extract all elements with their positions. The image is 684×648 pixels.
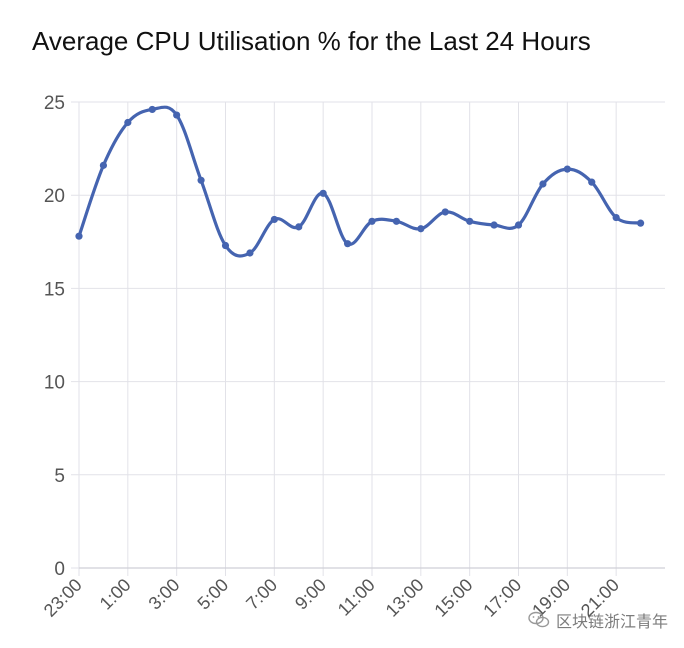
wechat-icon <box>528 611 550 628</box>
data-point <box>392 217 401 225</box>
y-tick-label: 15 <box>44 279 65 300</box>
data-point <box>270 215 278 224</box>
data-point <box>173 111 181 119</box>
data-point <box>612 213 620 222</box>
x-tick-label: 23:00 <box>40 575 86 621</box>
x-tick-label: 9:00 <box>291 575 330 614</box>
data-point <box>441 208 449 216</box>
data-point <box>636 219 645 227</box>
data-point <box>295 223 303 231</box>
x-tick-label: 15:00 <box>431 575 477 621</box>
data-point <box>368 217 376 225</box>
x-tick-label: 11:00 <box>334 575 379 620</box>
chart-title: Average CPU Utilisation % for the Last 2… <box>32 26 591 56</box>
series-layer <box>75 105 645 258</box>
series-line <box>77 105 643 258</box>
x-tick-label: 7:00 <box>242 575 281 614</box>
x-tick-label: 17:00 <box>479 575 525 621</box>
x-tick-label: 13:00 <box>382 575 428 621</box>
x-tick-label: 1:00 <box>96 575 135 614</box>
y-tick-label: 5 <box>54 466 65 487</box>
data-point <box>319 189 327 197</box>
x-tick-label: 5:00 <box>193 575 232 614</box>
data-point <box>75 232 83 240</box>
data-point <box>490 221 498 229</box>
data-point <box>221 241 230 250</box>
watermark: 区块链浙江青年 <box>528 608 668 632</box>
data-point <box>514 221 523 229</box>
data-point <box>124 118 132 127</box>
x-tick-label: 3:00 <box>145 575 184 614</box>
y-tick-label: 25 <box>44 93 65 114</box>
y-tick-label: 10 <box>44 373 65 394</box>
data-point <box>99 161 108 169</box>
data-point <box>466 217 474 225</box>
data-point <box>539 180 547 188</box>
y-tick-label: 0 <box>54 559 65 580</box>
data-point <box>563 165 571 173</box>
data-point <box>417 225 425 233</box>
data-point <box>343 240 352 248</box>
watermark-text: 区块链浙江青年 <box>556 614 669 631</box>
data-point <box>588 178 596 186</box>
axis-layer: 0 5 10 15 20 25 23:00 1:00 3:00 5:00 7:00 9:00 11:00… <box>40 93 665 621</box>
data-point <box>197 176 205 184</box>
data-point <box>246 249 254 257</box>
data-point <box>148 105 156 114</box>
grid-layer <box>71 101 665 576</box>
y-tick-label: 20 <box>44 186 65 207</box>
